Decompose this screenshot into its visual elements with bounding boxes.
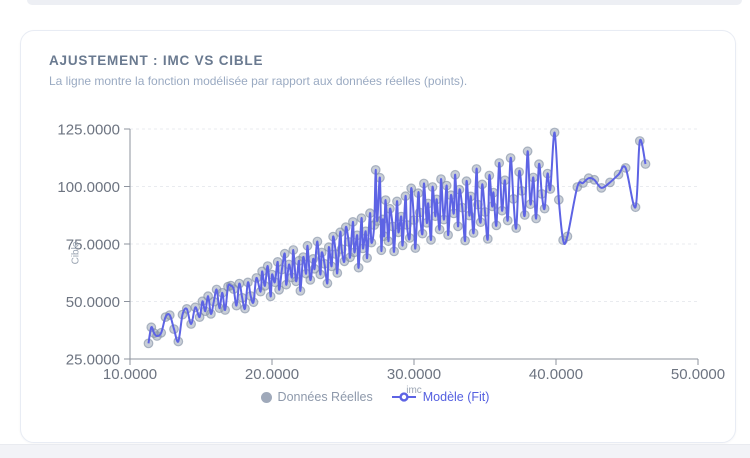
card-subtitle: La ligne montre la fonction modélisée pa…	[49, 74, 468, 88]
fit-chart-card: AJUSTEMENT : IMC VS CIBLE La ligne montr…	[20, 30, 736, 443]
x-tick-label: 20.0000	[245, 366, 299, 383]
x-axis-title: imc	[406, 385, 422, 396]
previous-card-bottom-edge	[27, 0, 742, 5]
y-axis-title: Cible	[70, 241, 82, 265]
y-tick-label: 100.0000	[57, 179, 120, 196]
y-tick-label: 25.0000	[66, 351, 120, 368]
card-title: AJUSTEMENT : IMC VS CIBLE	[49, 53, 264, 68]
y-tick-label: 75.0000	[66, 236, 120, 253]
x-tick-label: 50.0000	[671, 366, 725, 383]
x-tick-label: 30.0000	[387, 366, 441, 383]
x-tick-label: 40.0000	[529, 366, 583, 383]
y-tick-label: 50.0000	[66, 294, 120, 311]
next-section-edge	[0, 444, 750, 458]
fit-line	[147, 131, 647, 344]
x-tick-label: 10.0000	[103, 366, 157, 383]
y-tick-label: 125.0000	[57, 121, 120, 138]
